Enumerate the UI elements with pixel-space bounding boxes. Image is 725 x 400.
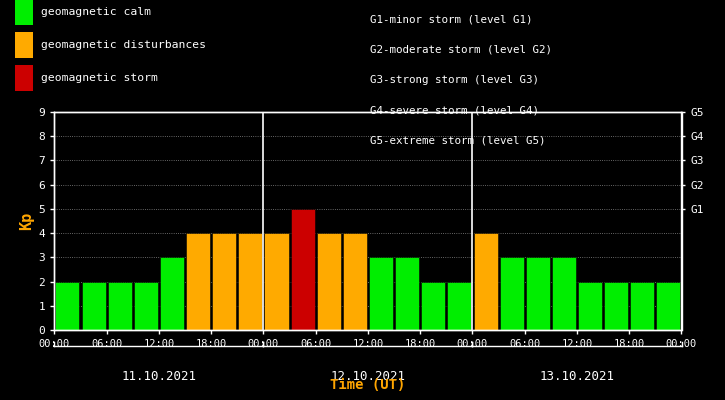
Text: geomagnetic storm: geomagnetic storm [41,73,158,83]
Bar [447,282,471,330]
Bar [55,282,80,330]
Text: G3-strong storm (level G3): G3-strong storm (level G3) [370,75,539,85]
Text: geomagnetic calm: geomagnetic calm [41,7,152,17]
Bar [343,233,367,330]
Bar [317,233,341,330]
Text: 13.10.2021: 13.10.2021 [539,370,615,383]
Text: G2-moderate storm (level G2): G2-moderate storm (level G2) [370,44,552,54]
Text: geomagnetic disturbances: geomagnetic disturbances [41,40,207,50]
Bar [265,233,289,330]
Text: Time (UT): Time (UT) [331,378,405,392]
Text: G1-minor storm (level G1): G1-minor storm (level G1) [370,14,532,24]
Bar [186,233,210,330]
Text: G5-extreme storm (level G5): G5-extreme storm (level G5) [370,136,545,146]
Bar [578,282,602,330]
Bar [134,282,158,330]
Bar [473,233,497,330]
Bar [630,282,655,330]
Bar [500,257,523,330]
Bar [395,257,419,330]
Bar [81,282,106,330]
Y-axis label: Kp: Kp [20,212,34,230]
Bar [369,257,393,330]
Text: G4-severe storm (level G4): G4-severe storm (level G4) [370,105,539,115]
Bar [552,257,576,330]
Bar [160,257,184,330]
Bar [526,257,550,330]
Bar [291,209,315,330]
Bar [239,233,262,330]
Text: 11.10.2021: 11.10.2021 [121,370,196,383]
Bar [656,282,681,330]
Bar [108,282,132,330]
Bar [421,282,445,330]
Bar [604,282,628,330]
Bar [212,233,236,330]
Text: 12.10.2021: 12.10.2021 [331,370,405,383]
